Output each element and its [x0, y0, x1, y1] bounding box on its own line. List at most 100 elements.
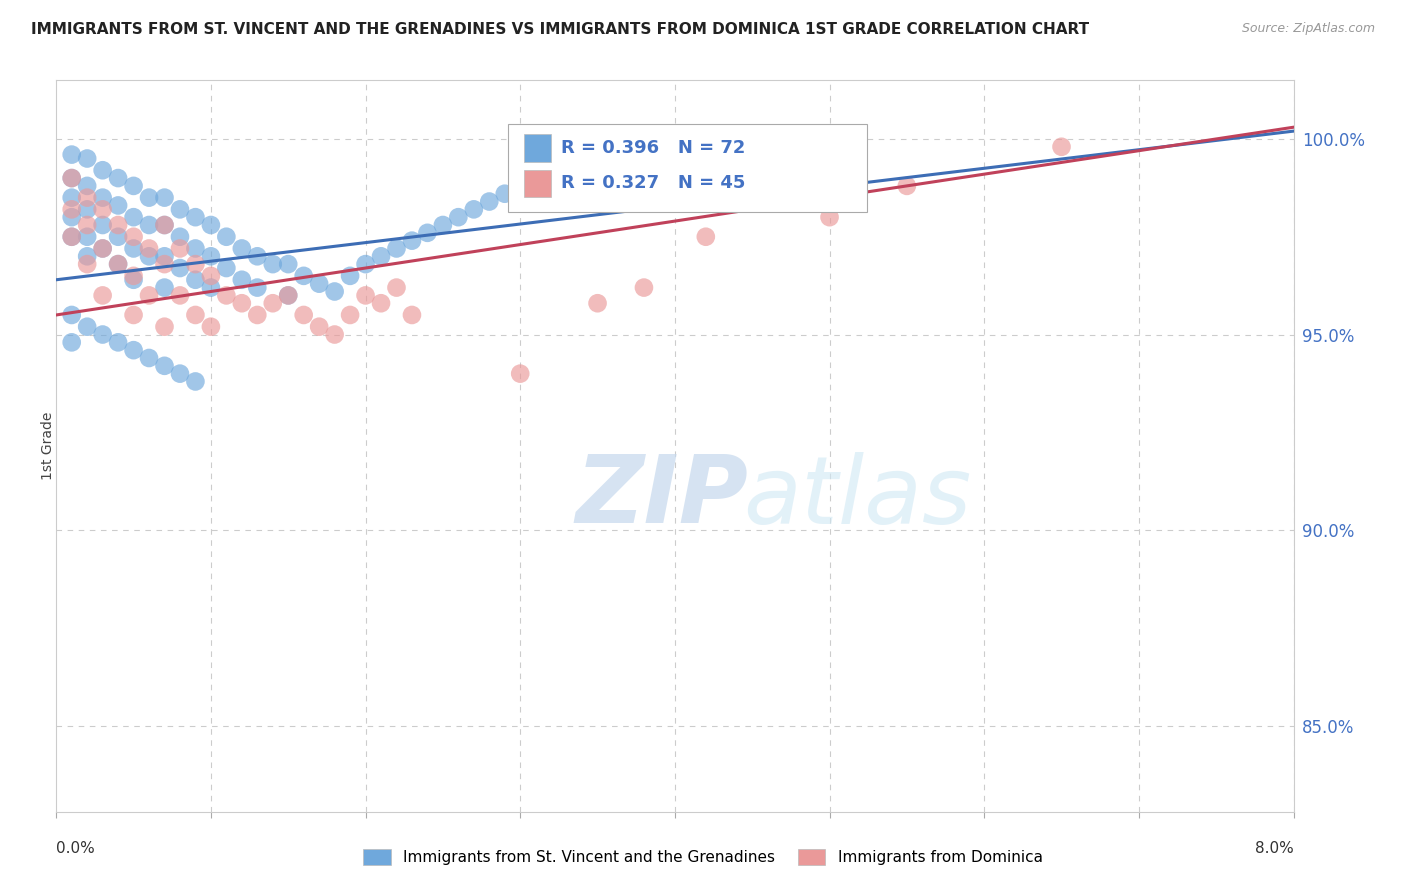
Point	[292, 268, 315, 283]
Point	[695, 229, 717, 244]
Point	[76, 257, 98, 271]
Point	[76, 319, 98, 334]
Point	[262, 296, 284, 310]
Point	[215, 288, 238, 302]
Point	[416, 226, 439, 240]
Point	[586, 296, 609, 310]
Point	[122, 229, 145, 244]
Point	[385, 242, 408, 256]
Point	[153, 359, 176, 373]
Point	[463, 202, 485, 217]
Point	[122, 210, 145, 224]
Point	[354, 257, 377, 271]
Point	[138, 191, 160, 205]
Point	[60, 147, 83, 161]
Point	[169, 367, 191, 381]
Point	[91, 202, 114, 217]
Point	[169, 260, 191, 275]
Point	[76, 229, 98, 244]
Point	[478, 194, 501, 209]
Point	[138, 249, 160, 263]
Point	[138, 288, 160, 302]
Point	[76, 249, 98, 263]
Point	[277, 288, 299, 302]
Point	[277, 288, 299, 302]
Point	[60, 210, 83, 224]
Point	[200, 319, 222, 334]
Point	[153, 257, 176, 271]
Point	[231, 273, 253, 287]
Point	[60, 191, 83, 205]
Point	[354, 288, 377, 302]
Point	[215, 229, 238, 244]
Point	[308, 277, 330, 291]
Point	[138, 218, 160, 232]
Point	[200, 268, 222, 283]
Point	[122, 242, 145, 256]
Point	[91, 327, 114, 342]
Point	[107, 257, 129, 271]
Point	[246, 280, 269, 294]
Point	[494, 186, 516, 201]
Point	[184, 308, 207, 322]
Point	[122, 308, 145, 322]
Point	[292, 308, 315, 322]
Point	[60, 335, 83, 350]
Text: Source: ZipAtlas.com: Source: ZipAtlas.com	[1241, 22, 1375, 36]
Point	[76, 202, 98, 217]
FancyBboxPatch shape	[524, 169, 551, 197]
Point	[169, 242, 191, 256]
Point	[76, 152, 98, 166]
Point	[107, 335, 129, 350]
Point	[60, 229, 83, 244]
Point	[200, 249, 222, 263]
Text: IMMIGRANTS FROM ST. VINCENT AND THE GRENADINES VS IMMIGRANTS FROM DOMINICA 1ST G: IMMIGRANTS FROM ST. VINCENT AND THE GREN…	[31, 22, 1090, 37]
Point	[447, 210, 470, 224]
Point	[184, 257, 207, 271]
Point	[107, 171, 129, 186]
Text: atlas: atlas	[742, 451, 972, 542]
Point	[138, 242, 160, 256]
Point	[76, 178, 98, 193]
Point	[60, 202, 83, 217]
Point	[401, 234, 423, 248]
Point	[308, 319, 330, 334]
Point	[633, 280, 655, 294]
Point	[200, 218, 222, 232]
Point	[122, 343, 145, 358]
Point	[91, 218, 114, 232]
Point	[169, 229, 191, 244]
Point	[184, 242, 207, 256]
Point	[509, 178, 531, 193]
Point	[60, 171, 83, 186]
Text: 0.0%: 0.0%	[56, 841, 96, 856]
Point	[107, 218, 129, 232]
Point	[60, 229, 83, 244]
Point	[153, 218, 176, 232]
Point	[122, 178, 145, 193]
Point	[169, 202, 191, 217]
Point	[184, 210, 207, 224]
Point	[153, 319, 176, 334]
Point	[200, 280, 222, 294]
FancyBboxPatch shape	[508, 124, 866, 212]
Point	[153, 218, 176, 232]
Text: R = 0.327   N = 45: R = 0.327 N = 45	[561, 175, 745, 193]
Point	[385, 280, 408, 294]
Point	[896, 178, 918, 193]
Point	[184, 273, 207, 287]
Point	[122, 273, 145, 287]
Point	[91, 191, 114, 205]
Point	[76, 218, 98, 232]
Point	[277, 257, 299, 271]
Point	[509, 367, 531, 381]
Point	[138, 351, 160, 365]
Point	[107, 198, 129, 212]
Point	[262, 257, 284, 271]
Text: ZIP: ZIP	[576, 451, 749, 543]
Point	[184, 375, 207, 389]
Point	[169, 288, 191, 302]
Point	[246, 249, 269, 263]
Point	[246, 308, 269, 322]
Point	[153, 191, 176, 205]
